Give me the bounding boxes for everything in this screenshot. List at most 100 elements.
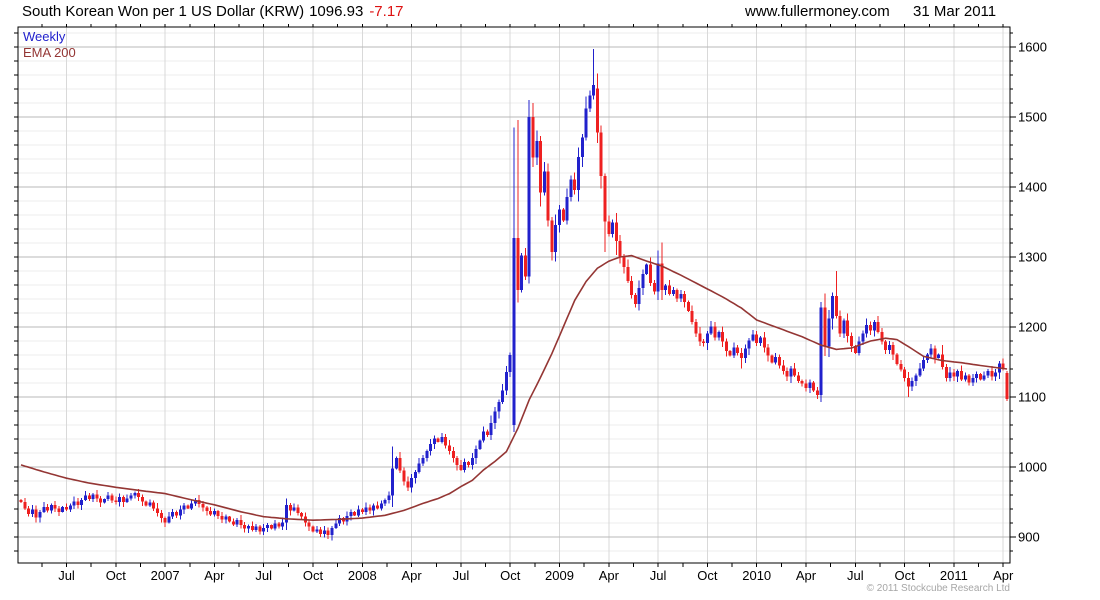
candle	[91, 494, 95, 500]
candle	[493, 411, 497, 423]
candle	[42, 506, 46, 512]
candle	[781, 365, 785, 372]
candle	[65, 506, 69, 510]
candle	[250, 525, 254, 530]
y-axis-label: 1500	[1018, 109, 1047, 124]
candle	[68, 505, 72, 510]
legend: Weekly EMA 200	[23, 29, 76, 61]
candle	[49, 504, 53, 511]
chart-date: 31 Mar 2011	[913, 3, 997, 20]
candle	[391, 468, 395, 496]
candle	[622, 256, 626, 267]
candle	[133, 492, 137, 496]
x-axis-label: Oct	[106, 568, 127, 583]
candle	[808, 382, 812, 388]
candle	[326, 530, 330, 535]
y-axis-label: 1000	[1018, 459, 1047, 474]
y-axis-label: 900	[1018, 529, 1040, 544]
candle	[834, 296, 838, 316]
candle	[554, 224, 558, 253]
x-axis-label: 2011	[940, 568, 968, 583]
candle	[819, 307, 823, 395]
candle	[914, 375, 918, 381]
candle	[413, 471, 417, 479]
candle	[118, 497, 122, 502]
candle	[228, 516, 232, 522]
legend-ema200: EMA 200	[23, 45, 76, 60]
candle	[899, 364, 903, 370]
candle	[937, 354, 941, 358]
candle	[975, 373, 979, 379]
candle	[785, 371, 789, 377]
candle	[159, 513, 163, 519]
candle	[910, 380, 914, 387]
candle	[72, 501, 76, 506]
candle	[102, 499, 106, 503]
candle	[110, 495, 114, 501]
candle	[690, 310, 694, 323]
candle	[349, 511, 353, 516]
candle	[178, 509, 182, 516]
candle	[379, 503, 383, 509]
candle	[394, 457, 398, 469]
candle	[129, 495, 133, 499]
candle	[891, 345, 895, 355]
candle	[520, 255, 524, 290]
x-axis-label: Jul	[255, 568, 272, 583]
candle	[569, 179, 573, 197]
x-axis-label: Oct	[697, 568, 718, 583]
candle	[740, 352, 744, 358]
candle	[1001, 363, 1005, 369]
candle	[880, 331, 884, 342]
y-axis-label: 1600	[1018, 39, 1047, 54]
candle	[292, 507, 296, 511]
candle	[868, 324, 872, 331]
candle	[713, 326, 717, 338]
x-axis-label: Oct	[500, 568, 521, 583]
candle	[171, 511, 175, 517]
candle	[444, 436, 448, 446]
candle	[209, 511, 213, 515]
candle	[80, 499, 84, 505]
candle	[375, 505, 379, 509]
candle	[565, 196, 569, 221]
candle	[504, 371, 508, 391]
website-link[interactable]: www.fullermoney.com	[745, 3, 890, 20]
candle	[144, 501, 148, 506]
candle	[459, 464, 463, 470]
candle	[728, 350, 732, 356]
candle	[853, 345, 857, 353]
copyright-notice: © 2011 Stockcube Research Ltd	[866, 583, 1010, 594]
candle	[402, 470, 406, 482]
candle	[588, 95, 592, 109]
candle	[95, 494, 99, 499]
candle	[417, 463, 421, 472]
candle	[140, 497, 144, 502]
candle	[421, 457, 425, 464]
candle	[273, 523, 277, 529]
candle	[163, 518, 167, 523]
candle	[800, 380, 804, 384]
candle	[489, 422, 493, 435]
candle	[971, 378, 975, 383]
ema-line	[20, 254, 1008, 522]
candle	[224, 516, 228, 520]
x-axis-label: Apr	[993, 568, 1014, 583]
candle	[482, 431, 486, 441]
x-axis-label: Jul	[650, 568, 667, 583]
candle	[774, 357, 778, 363]
candle	[451, 450, 455, 458]
candle	[288, 504, 292, 511]
candle	[266, 525, 269, 528]
candle	[152, 502, 156, 509]
x-axis-label: Oct	[894, 568, 915, 583]
y-axis-label: 1200	[1018, 319, 1047, 334]
candle	[212, 511, 216, 515]
candle	[315, 529, 319, 532]
candle	[523, 255, 527, 277]
x-axis-label: 2007	[151, 568, 180, 583]
candle	[576, 156, 580, 190]
candle	[887, 345, 891, 351]
candle	[747, 340, 751, 349]
